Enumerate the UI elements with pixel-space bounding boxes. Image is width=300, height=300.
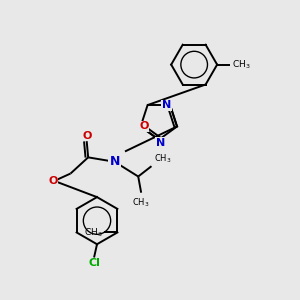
- Text: CH$_3$: CH$_3$: [154, 152, 171, 165]
- Text: N: N: [110, 155, 120, 168]
- Text: CH$_3$: CH$_3$: [132, 196, 150, 209]
- Text: O: O: [48, 176, 58, 186]
- Text: N: N: [162, 100, 171, 110]
- Text: O: O: [82, 131, 92, 141]
- Text: CH$_3$: CH$_3$: [232, 58, 250, 71]
- Text: N: N: [156, 138, 165, 148]
- Text: Cl: Cl: [88, 258, 100, 268]
- Text: O: O: [140, 122, 149, 131]
- Text: CH$_3$: CH$_3$: [84, 226, 103, 239]
